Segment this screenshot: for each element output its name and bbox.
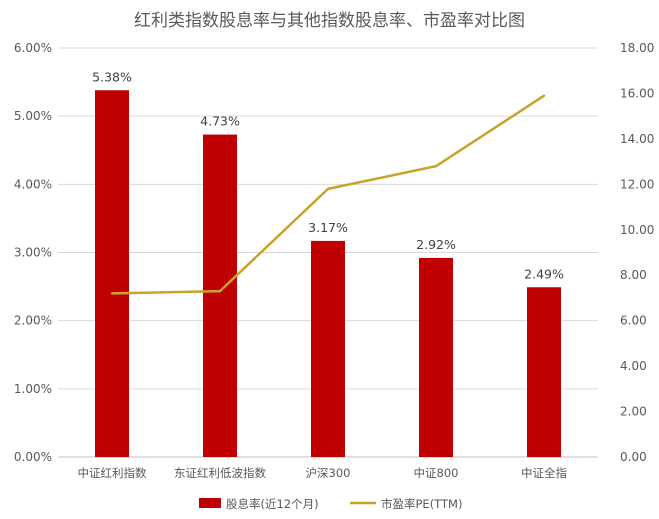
legend-swatch-bar: [199, 498, 221, 508]
bar: [203, 134, 237, 458]
left-tick-label: 5.00%: [14, 109, 52, 123]
bar-data-labels: 5.38% 4.73% 3.17% 2.92% 2.49%: [92, 69, 564, 281]
category-label: 中证全指: [521, 466, 567, 480]
bar: [311, 240, 345, 457]
left-tick-label: 6.00%: [14, 41, 52, 55]
right-tick-label: 0.00: [620, 450, 647, 464]
category-label: 东证红利低波指数: [174, 466, 266, 480]
left-tick-label: 0.00%: [14, 450, 52, 464]
left-tick-label: 2.00%: [14, 314, 52, 328]
pe-point: [110, 292, 114, 295]
left-tick-label: 3.00%: [14, 246, 52, 260]
legend: 股息率(近12个月) 市盈率PE(TTM): [199, 497, 462, 511]
right-axis: 0.00 2.00 4.00 6.00 8.00 10.00 12.00 14.00 16.00…: [620, 41, 654, 464]
bar-data-label: 2.49%: [524, 266, 564, 281]
pe-point: [326, 187, 330, 191]
right-tick-label: 2.00: [620, 405, 647, 419]
right-tick-label: 12.00: [620, 177, 654, 191]
right-tick-label: 4.00: [620, 359, 647, 373]
right-tick-label: 10.00: [620, 223, 654, 237]
right-tick-label: 16.00: [620, 86, 654, 100]
right-tick-label: 18.00: [620, 41, 654, 55]
bar-data-label: 3.17%: [308, 220, 348, 235]
left-tick-label: 1.00%: [14, 382, 52, 396]
pe-point: [542, 94, 546, 97]
right-tick-label: 14.00: [620, 132, 654, 146]
category-label: 中证800: [414, 466, 459, 480]
legend-label-line: 市盈率PE(TTM): [381, 497, 462, 511]
bar: [95, 90, 129, 457]
bar: [419, 257, 453, 457]
category-label: 沪深300: [306, 466, 351, 480]
right-tick-label: 8.00: [620, 268, 647, 282]
bar-data-label: 2.92%: [416, 237, 456, 252]
left-axis: 0.00% 1.00% 2.00% 3.00% 4.00% 5.00% 6.00%: [14, 41, 52, 464]
bar-data-label: 5.38%: [92, 69, 132, 84]
bar: [527, 287, 561, 457]
bar-data-label: 4.73%: [200, 114, 240, 129]
bar-series: [95, 90, 561, 458]
chart-title: 红利类指数股息率与其他指数股息率、市盈率对比图: [134, 11, 525, 31]
left-tick-label: 4.00%: [14, 177, 52, 191]
category-label: 中证红利指数: [78, 466, 147, 480]
pe-point: [218, 289, 222, 293]
legend-label-bar: 股息率(近12个月): [226, 497, 319, 511]
pe-point: [434, 164, 438, 168]
x-axis: 中证红利指数 东证红利低波指数 沪深300 中证800 中证全指: [78, 466, 568, 480]
right-tick-label: 6.00: [620, 314, 647, 328]
line-series: [110, 94, 546, 295]
